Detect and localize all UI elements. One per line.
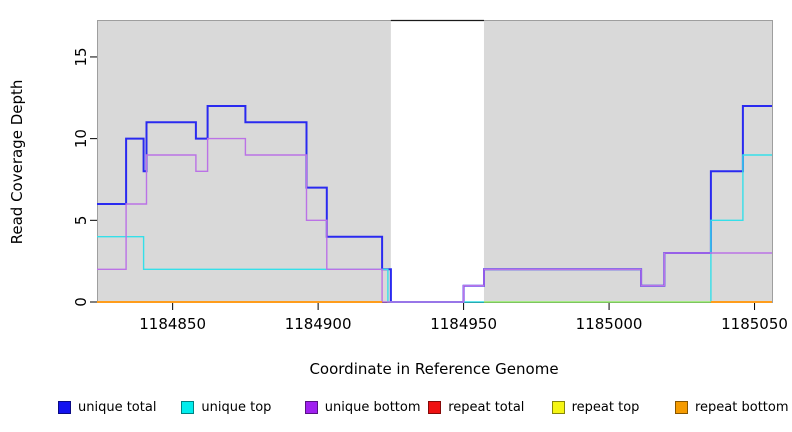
legend-swatch — [181, 400, 195, 414]
legend-label: repeat top — [571, 399, 640, 415]
legend-item-unique-total: unique total — [58, 398, 156, 416]
coverage-plot: 1184850 1184900 1184950 1185000 1185050 0 5 10 1… — [8, 19, 788, 378]
legend-label: unique top — [201, 399, 272, 415]
x-tick-label: 1184850 — [139, 315, 206, 333]
legend-swatch — [675, 400, 688, 414]
legend-label: repeat bottom — [695, 399, 789, 415]
legend-item-unique-top: unique top — [181, 398, 271, 416]
y-tick-label: 0 — [72, 297, 90, 307]
x-axis-title: Coordinate in Reference Genome — [309, 360, 558, 378]
legend-item-unique-bottom: unique bottom — [304, 398, 421, 416]
plot-layers: 1184850 1184900 1184950 1185000 1185050 0 5 10 1… — [72, 19, 788, 333]
legend-swatch — [304, 400, 318, 414]
y-axis-title: Read Coverage Depth — [8, 80, 26, 245]
x-tick-label: 1184900 — [285, 315, 352, 333]
x-tick-label: 1185000 — [576, 315, 643, 333]
legend-swatch — [551, 400, 565, 414]
y-tick-label: 5 — [72, 216, 90, 226]
legend-item-repeat-top: repeat top — [551, 398, 640, 416]
legend-label: unique total — [78, 399, 157, 415]
legend-label: unique bottom — [324, 399, 421, 415]
y-tick-label: 15 — [72, 47, 90, 66]
x-tick-label: 1184950 — [430, 315, 497, 333]
plot-shaded-band — [483, 21, 772, 303]
legend-label: repeat total — [448, 399, 525, 415]
legend-swatch — [58, 400, 71, 414]
y-tick-label: 10 — [72, 129, 90, 148]
x-tick-label: 1185050 — [721, 315, 788, 333]
legend-swatch — [428, 400, 442, 414]
legend-item-repeat-bottom: repeat bottom — [675, 398, 789, 416]
series-unique-bottom — [97, 137, 772, 303]
plot-shaded-band — [97, 21, 391, 303]
legend: unique total unique top unique bottom repea… — [0, 398, 792, 422]
legend-item-repeat-total: repeat total — [428, 398, 524, 416]
